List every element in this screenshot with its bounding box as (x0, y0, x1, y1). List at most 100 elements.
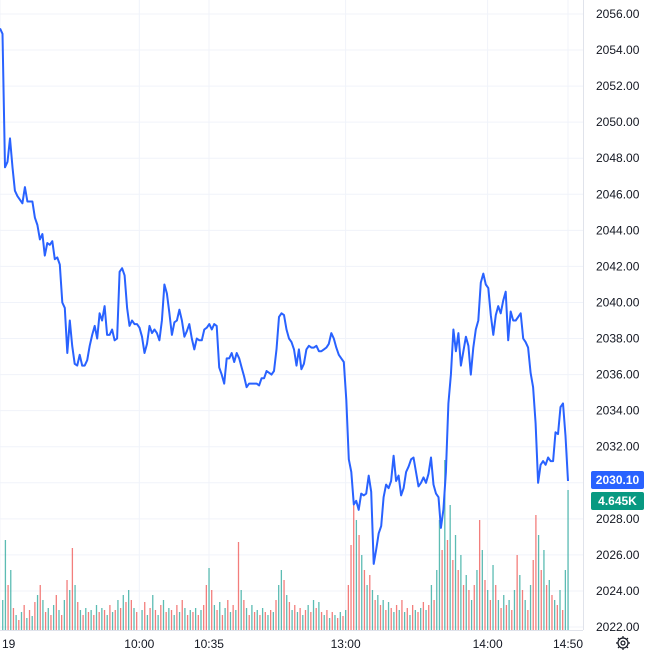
volume-bar-32 (87, 612, 90, 630)
volume-bar-141 (382, 600, 384, 630)
volume-bar-10 (28, 610, 31, 630)
volume-bar-1 (4, 540, 7, 630)
gear-icon-hub (620, 640, 626, 646)
y-tick-label-4: 2048.00 (596, 151, 640, 165)
y-tick-label-17: 2022.00 (596, 620, 640, 634)
volume-bar-98 (267, 615, 269, 630)
volume-bar-86 (235, 610, 237, 630)
volume-bar-154 (417, 612, 419, 630)
volume-bar-29 (79, 610, 82, 630)
volume-bar-11 (31, 616, 33, 630)
volume-bar-71 (194, 608, 197, 630)
volume-bar-62 (170, 610, 173, 630)
last-price-badge-bg (591, 471, 644, 489)
y-tick-label-6: 2044.00 (596, 223, 640, 237)
volume-bar-142 (385, 610, 387, 630)
volume-bar-165 (446, 540, 449, 630)
y-tick-label-1: 2054.00 (596, 43, 640, 57)
volume-bar-77 (211, 590, 213, 630)
volume-bar-209 (564, 570, 567, 630)
volume-bar-67 (184, 608, 186, 630)
volume-bar-5 (15, 615, 17, 630)
volume-bar-118 (320, 612, 323, 630)
volume-bar-174 (470, 600, 473, 630)
volume-bar-66 (181, 600, 183, 630)
volume-bar-148 (401, 600, 403, 630)
volume-bar-188 (508, 600, 510, 630)
volume-bar-144 (390, 608, 392, 630)
volume-bar-189 (511, 610, 513, 630)
price-line (0, 27, 569, 565)
volume-bar-65 (178, 612, 181, 630)
volume-bar-183 (495, 585, 497, 630)
volume-bar-83 (227, 600, 229, 630)
volume-bar-171 (462, 585, 465, 630)
volume-bar-38 (103, 610, 106, 630)
volume-bar-73 (200, 610, 202, 630)
volume-bar-23 (63, 600, 66, 630)
volume-bar-158 (428, 605, 430, 630)
volume-bar-33 (90, 610, 92, 630)
y-tick-label-11: 2034.00 (596, 404, 640, 418)
volume-bar-53 (146, 615, 149, 630)
volume-bar-60 (165, 612, 167, 630)
volume-bar-72 (197, 615, 199, 630)
last-volume-label: 4.645K (598, 494, 637, 508)
volume-bar-9 (26, 618, 28, 630)
volume-bar-49 (133, 608, 135, 630)
volume-bar-146 (395, 605, 398, 630)
volume-bar-121 (328, 618, 331, 630)
volume-bar-151 (409, 615, 411, 630)
volume-bar-27 (74, 585, 76, 630)
volume-bar-8 (23, 605, 25, 630)
volume-bar-122 (331, 612, 333, 630)
volume-bar-127 (345, 610, 347, 630)
volume-bar-51 (141, 610, 143, 630)
volume-bar-197 (532, 560, 534, 630)
x-tick-label-0: 19 (2, 637, 16, 651)
volume-bar-163 (441, 550, 443, 630)
price-line-layer (0, 27, 569, 565)
volume-bar-58 (160, 605, 162, 630)
gear-icon[interactable] (616, 636, 630, 650)
volume-bar-82 (224, 608, 226, 630)
volume-bar-89 (243, 600, 245, 630)
volume-bar-50 (136, 612, 138, 630)
volume-bar-187 (505, 605, 508, 630)
volume-bar-97 (264, 612, 266, 630)
volume-bar-131 (355, 520, 358, 630)
volume-bar-105 (286, 595, 288, 630)
volume-bar-203 (548, 580, 550, 630)
volume-bar-130 (353, 500, 355, 630)
volume-bar-87 (237, 542, 240, 630)
volume-bar-103 (280, 570, 283, 630)
x-tick-label-2: 10:35 (194, 637, 224, 651)
volume-bar-182 (492, 565, 494, 630)
volume-bar-195 (527, 610, 529, 630)
volume-bar-12 (34, 602, 36, 630)
volume-bar-116 (315, 608, 317, 630)
volume-bar-192 (519, 575, 521, 630)
volume-bar-106 (288, 602, 291, 630)
volume-bar-175 (473, 585, 475, 630)
volume-bar-206 (556, 605, 558, 630)
volume-bar-208 (562, 610, 564, 630)
volume-bar-20 (55, 595, 57, 630)
volume-bar-161 (436, 570, 438, 630)
volume-bar-26 (71, 548, 74, 630)
volume-bar-44 (119, 608, 122, 630)
volume-bars (2, 460, 569, 630)
volume-bar-84 (229, 612, 232, 630)
volume-bar-194 (524, 600, 526, 630)
volume-bar-25 (69, 590, 71, 630)
volume-bar-41 (111, 612, 114, 630)
volume-bar-79 (216, 610, 218, 630)
volume-bar-196 (529, 585, 532, 630)
volume-bar-159 (430, 585, 433, 630)
time-axis[interactable]: 19 10:00 10:35 13:00 14:00 14:50 (2, 637, 583, 651)
volume-bar-56 (154, 610, 157, 630)
volume-bar-100 (272, 612, 274, 630)
last-price-badge: 2030.10 (591, 471, 644, 489)
y-tick-label-9: 2038.00 (596, 332, 640, 346)
